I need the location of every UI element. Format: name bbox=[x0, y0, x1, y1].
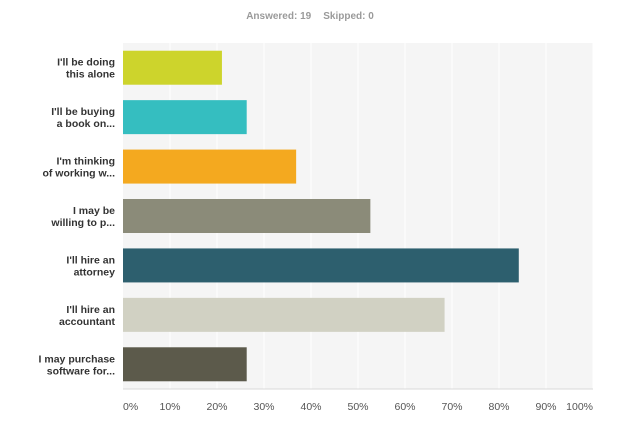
skipped-count: Skipped: 0 bbox=[323, 11, 374, 22]
x-tick-label: 70% bbox=[441, 401, 462, 413]
x-tick-label: 50% bbox=[347, 401, 368, 413]
category-label-line: I'll be doing bbox=[57, 57, 115, 69]
category-label-line: I may purchase bbox=[39, 353, 116, 365]
bar bbox=[123, 100, 247, 135]
bar bbox=[123, 149, 297, 184]
answered-count: Answered: 19 bbox=[246, 11, 312, 22]
category-label: I'll hire an accountant bbox=[59, 304, 116, 328]
x-tick-label: 30% bbox=[253, 401, 274, 413]
category-label-line: willing to p... bbox=[50, 217, 115, 229]
x-tick-label: 20% bbox=[206, 401, 227, 413]
bar bbox=[123, 199, 371, 233]
bar bbox=[123, 248, 519, 283]
category-label-line: I may be bbox=[73, 205, 115, 217]
category-label-line: software for... bbox=[47, 365, 115, 377]
bar bbox=[123, 347, 247, 382]
response-summary: Answered: 19 Skipped: 0 bbox=[0, 11, 620, 22]
category-label-line: I'll hire an bbox=[66, 304, 115, 316]
category-label: I'll be buying a book on... bbox=[51, 106, 115, 130]
bar bbox=[123, 50, 222, 85]
x-tick-label: 60% bbox=[394, 401, 415, 413]
x-tick-label: 0% bbox=[123, 401, 138, 413]
category-label-line: this alone bbox=[66, 69, 115, 81]
x-tick-label: 40% bbox=[300, 401, 321, 413]
category-label-line: I'll hire an bbox=[66, 254, 115, 266]
x-tick-label: 10% bbox=[159, 401, 180, 413]
category-label: I may purchase software for... bbox=[39, 353, 116, 377]
category-label-line: accountant bbox=[59, 316, 116, 328]
category-label-line: attorney bbox=[74, 266, 116, 278]
bar bbox=[123, 297, 445, 332]
x-tick-label: 90% bbox=[535, 401, 556, 413]
category-label-line: I'm thinking bbox=[57, 156, 116, 168]
category-label: I'm thinking of working w... bbox=[42, 156, 115, 180]
category-label: I may be willing to p... bbox=[50, 205, 115, 229]
category-label-line: I'll be buying bbox=[51, 106, 115, 118]
x-tick-label: 100% bbox=[566, 401, 593, 413]
category-label: I'll hire an attorney bbox=[66, 254, 115, 278]
x-tick-label: 80% bbox=[488, 401, 509, 413]
category-label: I'll be doing this alone bbox=[57, 57, 115, 81]
category-label-line: a book on... bbox=[57, 118, 115, 130]
category-label-line: of working w... bbox=[42, 168, 115, 180]
